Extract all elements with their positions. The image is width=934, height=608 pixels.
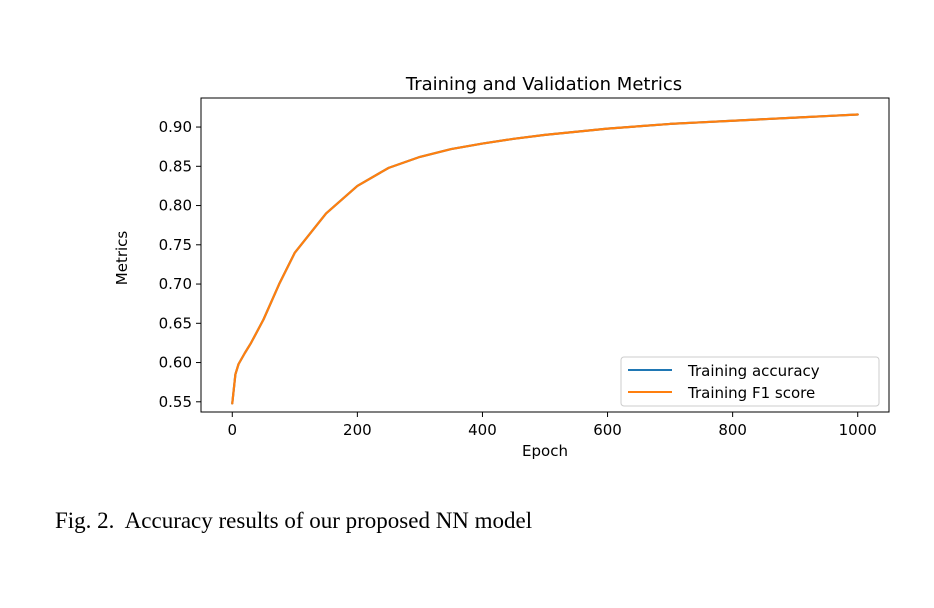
x-tick-label: 800 xyxy=(718,421,747,439)
y-tick-label: 0.85 xyxy=(159,157,192,175)
x-tick-label: 200 xyxy=(343,421,372,439)
figure-caption: Fig. 2. Accuracy results of our proposed… xyxy=(55,508,533,533)
x-axis: 0 200 400 600 800 1000 xyxy=(227,412,877,439)
legend-label-accuracy: Training accuracy xyxy=(687,362,820,380)
x-axis-label: Epoch xyxy=(522,442,568,460)
y-axis-label: Metrics xyxy=(113,231,131,286)
y-axis: 0.55 0.60 0.65 0.70 0.75 0.80 0.85 0.90 xyxy=(159,118,201,411)
legend-label-f1: Training F1 score xyxy=(687,384,815,402)
x-tick-label: 400 xyxy=(468,421,497,439)
y-tick-label: 0.90 xyxy=(159,118,192,136)
chart-title: Training and Validation Metrics xyxy=(405,74,682,95)
plot-area-frame xyxy=(200,97,890,413)
y-tick-label: 0.60 xyxy=(159,354,192,372)
line-chart: Training and Validation Metrics 0 200 400 6… xyxy=(113,74,890,460)
y-tick-label: 0.75 xyxy=(159,236,192,254)
y-tick-label: 0.65 xyxy=(159,314,192,332)
x-tick-label: 600 xyxy=(593,421,622,439)
legend-box xyxy=(620,356,880,407)
x-tick-label: 1000 xyxy=(839,421,877,439)
y-tick-label: 0.80 xyxy=(159,197,192,215)
series-line-f1 xyxy=(231,113,859,405)
y-tick-label: 0.70 xyxy=(159,275,192,293)
series-layer xyxy=(231,113,859,405)
x-tick-label: 0 xyxy=(227,421,237,439)
y-tick-label: 0.55 xyxy=(159,393,192,411)
legend: Training accuracy Training F1 score xyxy=(620,356,880,407)
